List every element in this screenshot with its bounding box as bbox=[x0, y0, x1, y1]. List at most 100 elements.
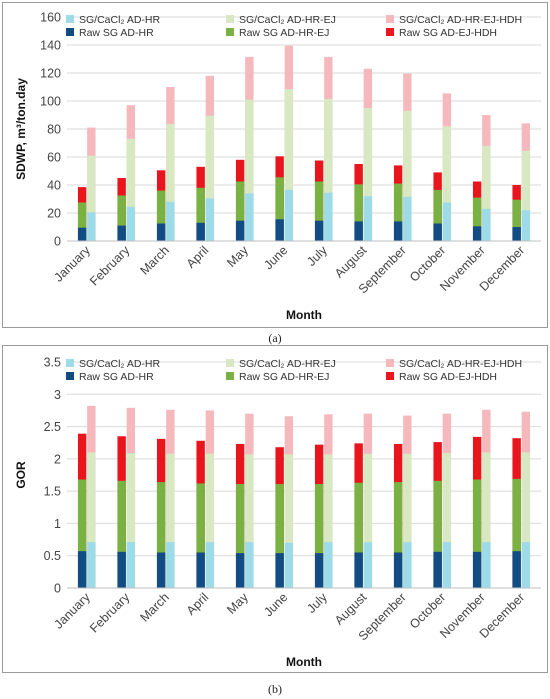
bar-sg-cacl-ad-hr-ej bbox=[205, 453, 215, 588]
bar-sg-cacl-ad-hr-ej bbox=[442, 126, 452, 241]
legend-label-raw-sg-ad-hr: Raw SG AD-HR bbox=[79, 27, 154, 39]
bar-raw-sg-ad-hr-ej bbox=[393, 183, 403, 241]
legend-label-raw-sg-ad-ej-hdh: Raw SG AD-EJ-HDH bbox=[399, 371, 497, 383]
bar-raw-sg-ad-hr-ej bbox=[156, 482, 166, 588]
legend-label-sg-cacl-ad-hr: SG/CaCl₂ AD-HR bbox=[79, 358, 161, 370]
bar-raw-sg-ad-hr bbox=[314, 553, 324, 588]
bar-sg-cacl-ad-hr-ej bbox=[245, 454, 254, 588]
bar-raw-sg-ad-hr-ej bbox=[117, 480, 126, 588]
bar-raw-sg-ad-hr-ej bbox=[235, 181, 245, 241]
bar-sg-cacl-ad-hr bbox=[521, 210, 531, 241]
bar-sg-cacl-ad-hr bbox=[245, 193, 254, 241]
bar-sg-cacl-ad-hr bbox=[482, 208, 491, 241]
x-axis-title: Month bbox=[286, 308, 322, 322]
bar-sg-cacl-ad-hr-ej bbox=[126, 138, 136, 241]
legend-swatch-sg-cacl-ad-hr-ej bbox=[226, 359, 234, 367]
chart-gor-panel: 0 0.5 1 1.5 2 2.5 3 3.5 January February March Apri… bbox=[2, 345, 548, 673]
bar-raw-sg-ad-hr-ej bbox=[512, 199, 521, 241]
legend: SG/CaCl₂ AD-HR SG/CaCl₂ AD-HR-EJ SG/CaCl₂ … bbox=[66, 14, 522, 39]
bar-raw-sg-ad-hr bbox=[156, 223, 166, 241]
x-axis-title: Month bbox=[286, 655, 322, 669]
bar-sg-cacl-ad-hr-ej bbox=[482, 145, 491, 241]
bar-raw-sg-ad-hr-ej bbox=[472, 197, 482, 241]
bar-sg-cacl-ad-hr-ej bbox=[166, 453, 175, 588]
y-tick-label: 160 bbox=[40, 11, 61, 25]
bar-sg-cacl-ad-hr-ej bbox=[521, 150, 531, 241]
bar-raw-sg-ad-hr bbox=[393, 552, 403, 588]
bars bbox=[77, 405, 531, 588]
bar-raw-sg-ad-hr bbox=[77, 551, 87, 588]
legend-label-sg-cacl-ad-hr-ej: SG/CaCl₂ AD-HR-EJ bbox=[239, 358, 336, 370]
bar-sg-cacl-ad-hr-ej bbox=[284, 454, 294, 588]
legend-swatch-sg-cacl-ad-hr bbox=[66, 359, 74, 367]
caption-a: (a) bbox=[268, 331, 282, 345]
bar-raw-sg-ad-hr bbox=[393, 221, 403, 241]
x-tick-label: March bbox=[137, 590, 171, 624]
legend-swatch-sg-cacl-ad-hr-ej-hdh bbox=[386, 15, 394, 23]
x-tick-label: April bbox=[184, 590, 212, 618]
bar-raw-sg-ad-hr bbox=[117, 225, 126, 241]
bar-sg-cacl-ad-hr bbox=[403, 196, 412, 241]
bar-raw-sg-ad-hr-ej bbox=[275, 177, 284, 241]
bar-sg-cacl-ad-hr-ej bbox=[126, 453, 136, 588]
bar-raw-sg-ad-hr bbox=[512, 551, 521, 588]
bar-sg-cacl-ad-hr bbox=[403, 542, 412, 588]
bar-sg-cacl-ad-hr-ej bbox=[442, 453, 452, 588]
bar-raw-sg-ad-hr bbox=[77, 227, 87, 241]
x-tick-label: May bbox=[224, 243, 251, 270]
bar-sg-cacl-ad-hr-ej bbox=[363, 108, 373, 241]
y-tick-label: 140 bbox=[40, 39, 61, 53]
bar-sg-cacl-ad-hr bbox=[324, 192, 333, 241]
bar-raw-sg-ad-hr bbox=[235, 220, 245, 241]
bar-sg-cacl-ad-hr bbox=[205, 198, 215, 241]
bar-sg-cacl-ad-hr bbox=[126, 206, 136, 241]
x-tick-label: April bbox=[184, 243, 212, 271]
x-tick-label: August bbox=[332, 590, 370, 628]
y-axis-title: SDWP, m³/ton.day bbox=[14, 78, 28, 180]
bar-raw-sg-ad-hr bbox=[433, 223, 442, 241]
bar-raw-sg-ad-hr-ej bbox=[77, 479, 87, 588]
bar-raw-sg-ad-hr bbox=[433, 551, 442, 588]
bar-raw-sg-ad-hr-ej bbox=[117, 195, 126, 241]
bar-raw-sg-ad-hr bbox=[354, 221, 363, 241]
bar-sg-cacl-ad-hr-ej bbox=[403, 453, 412, 588]
bar-raw-sg-ad-hr bbox=[156, 552, 166, 588]
legend-label-sg-cacl-ad-hr-ej-hdh: SG/CaCl₂ AD-HR-EJ-HDH bbox=[399, 14, 522, 26]
bar-sg-cacl-ad-hr-ej bbox=[324, 98, 333, 242]
bar-raw-sg-ad-hr-ej bbox=[314, 181, 324, 241]
y-tick-label: 1.5 bbox=[44, 485, 61, 499]
y-tick-label: 120 bbox=[40, 67, 61, 81]
legend-label-raw-sg-ad-hr-ej: Raw SG AD-HR-EJ bbox=[239, 371, 329, 383]
bar-raw-sg-ad-hr-ej bbox=[196, 187, 205, 241]
bar-sg-cacl-ad-hr bbox=[363, 542, 373, 588]
bar-sg-cacl-ad-hr bbox=[521, 542, 531, 588]
gridlines bbox=[67, 361, 541, 589]
bar-raw-sg-ad-hr bbox=[354, 552, 363, 588]
y-tick-label: 1 bbox=[54, 517, 61, 531]
y-tick-label: 100 bbox=[40, 95, 61, 109]
bar-sg-cacl-ad-hr bbox=[442, 202, 452, 241]
legend-swatch-raw-sg-ad-hr-ej bbox=[226, 372, 234, 380]
x-tick-label: July bbox=[304, 590, 330, 616]
bar-sg-cacl-ad-hr bbox=[205, 542, 215, 588]
bar-raw-sg-ad-hr bbox=[512, 227, 521, 241]
bar-raw-sg-ad-hr-ej bbox=[512, 478, 521, 588]
bar-raw-sg-ad-hr-ej bbox=[156, 190, 166, 241]
legend-label-sg-cacl-ad-hr-ej: SG/CaCl₂ AD-HR-EJ bbox=[239, 14, 336, 26]
bar-raw-sg-ad-hr-ej bbox=[196, 483, 205, 588]
bar-sg-cacl-ad-hr-ej bbox=[87, 452, 96, 588]
legend-swatch-raw-sg-ad-hr bbox=[66, 28, 74, 36]
legend-label-raw-sg-ad-hr-ej: Raw SG AD-HR-EJ bbox=[239, 27, 329, 39]
y-tick-label: 0 bbox=[54, 582, 61, 596]
legend-swatch-raw-sg-ad-hr-ej bbox=[226, 28, 234, 36]
legend-label-raw-sg-ad-hr: Raw SG AD-HR bbox=[79, 371, 154, 383]
bar-sg-cacl-ad-hr-ej bbox=[166, 124, 175, 241]
bar-sg-cacl-ad-hr-ej bbox=[363, 453, 373, 588]
x-tick-label: May bbox=[224, 590, 251, 617]
legend-swatch-sg-cacl-ad-hr bbox=[66, 15, 74, 23]
bar-raw-sg-ad-hr bbox=[196, 222, 205, 241]
bar-sg-cacl-ad-hr bbox=[482, 542, 491, 588]
legend-label-sg-cacl-ad-hr: SG/CaCl₂ AD-HR bbox=[79, 14, 161, 26]
bar-raw-sg-ad-hr-ej bbox=[354, 482, 363, 588]
